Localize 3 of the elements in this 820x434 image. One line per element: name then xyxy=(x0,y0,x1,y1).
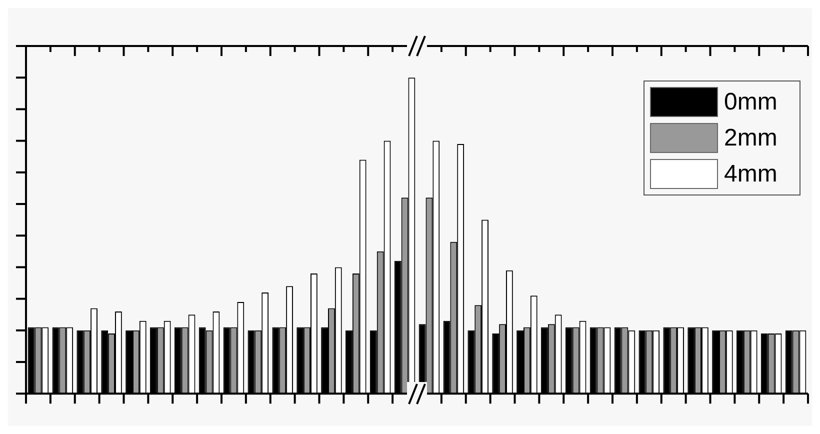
legend-label: 0mm xyxy=(724,88,778,116)
legend-label: 4mm xyxy=(724,160,778,188)
legend-label: 2mm xyxy=(724,124,778,152)
